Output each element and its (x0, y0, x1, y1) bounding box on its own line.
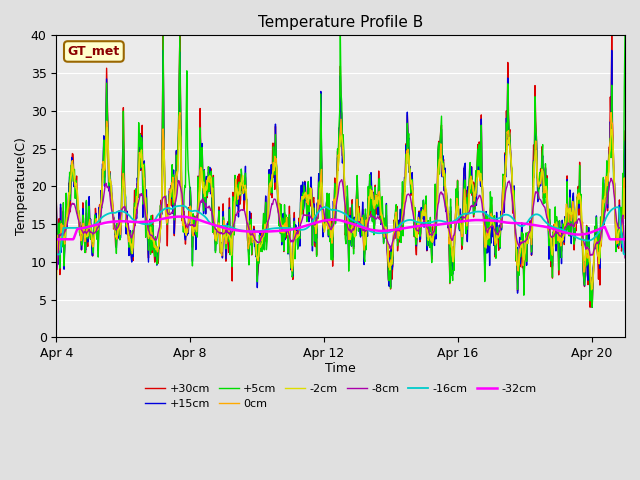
-16cm (621, 252, 629, 257)
-32cm (168, 215, 175, 220)
-32cm (174, 214, 182, 219)
-32cm (348, 221, 355, 227)
-32cm (621, 236, 629, 242)
Line: -8cm: -8cm (56, 178, 625, 269)
-16cm (52, 252, 60, 257)
-32cm (52, 236, 60, 242)
0cm (129, 235, 137, 240)
Line: +30cm: +30cm (56, 36, 625, 307)
+15cm (621, 139, 629, 144)
+15cm (159, 48, 167, 53)
Line: -16cm: -16cm (56, 206, 625, 254)
Line: -2cm: -2cm (56, 127, 625, 290)
+15cm (348, 243, 355, 249)
+15cm (129, 253, 137, 259)
-32cm (129, 219, 137, 225)
-8cm (607, 175, 615, 181)
-16cm (348, 216, 355, 222)
-2cm (621, 215, 629, 221)
+30cm (348, 239, 355, 245)
+30cm (159, 33, 167, 38)
+30cm (168, 183, 176, 189)
-2cm (488, 214, 495, 219)
-16cm (117, 208, 125, 214)
-32cm (488, 217, 495, 223)
+5cm (159, 33, 167, 38)
+30cm (129, 258, 137, 264)
Y-axis label: Temperature(C): Temperature(C) (15, 137, 28, 235)
-8cm (487, 224, 495, 229)
-8cm (168, 209, 175, 215)
+30cm (117, 216, 125, 222)
-2cm (130, 228, 138, 234)
-2cm (118, 204, 126, 210)
-8cm (621, 255, 629, 261)
Legend: +30cm, +15cm, +5cm, 0cm, -2cm, -8cm, -16cm, -32cm: +30cm, +15cm, +5cm, 0cm, -2cm, -8cm, -16… (141, 379, 541, 414)
Line: -32cm: -32cm (56, 216, 625, 239)
+5cm (621, 33, 629, 38)
-32cm (117, 218, 125, 224)
+30cm (621, 128, 629, 134)
-16cm (177, 203, 185, 209)
0cm (168, 180, 175, 186)
+15cm (117, 226, 125, 232)
+30cm (488, 203, 495, 208)
Title: Temperature Profile B: Temperature Profile B (258, 15, 423, 30)
-16cm (396, 223, 403, 228)
+5cm (588, 304, 596, 310)
Line: +5cm: +5cm (56, 36, 625, 307)
+5cm (168, 162, 176, 168)
-2cm (52, 281, 60, 287)
-16cm (129, 216, 137, 222)
+5cm (52, 216, 60, 222)
+30cm (52, 200, 60, 206)
+15cm (168, 180, 176, 186)
-2cm (588, 287, 595, 293)
+30cm (586, 304, 594, 310)
-8cm (117, 208, 125, 214)
0cm (52, 263, 60, 268)
-2cm (104, 124, 111, 130)
0cm (588, 286, 596, 291)
Line: +15cm: +15cm (56, 50, 625, 307)
Line: 0cm: 0cm (56, 113, 625, 288)
+15cm (396, 236, 403, 241)
0cm (621, 216, 629, 221)
+5cm (348, 243, 355, 249)
0cm (117, 220, 125, 226)
+30cm (396, 239, 403, 245)
-2cm (348, 226, 355, 231)
+15cm (488, 221, 495, 227)
X-axis label: Time: Time (325, 361, 356, 374)
-32cm (396, 226, 403, 232)
Text: GT_met: GT_met (68, 45, 120, 58)
-16cm (168, 206, 175, 212)
+5cm (488, 194, 495, 200)
+5cm (129, 245, 137, 251)
-8cm (52, 266, 60, 272)
0cm (488, 213, 495, 219)
+5cm (117, 209, 125, 215)
+15cm (588, 304, 596, 310)
0cm (348, 226, 355, 231)
0cm (176, 110, 184, 116)
-2cm (168, 185, 176, 191)
-2cm (396, 224, 403, 229)
+5cm (396, 236, 403, 242)
+15cm (52, 204, 60, 209)
0cm (396, 223, 403, 228)
-8cm (129, 230, 137, 236)
-8cm (395, 228, 403, 233)
-8cm (347, 228, 355, 234)
-16cm (488, 215, 495, 221)
